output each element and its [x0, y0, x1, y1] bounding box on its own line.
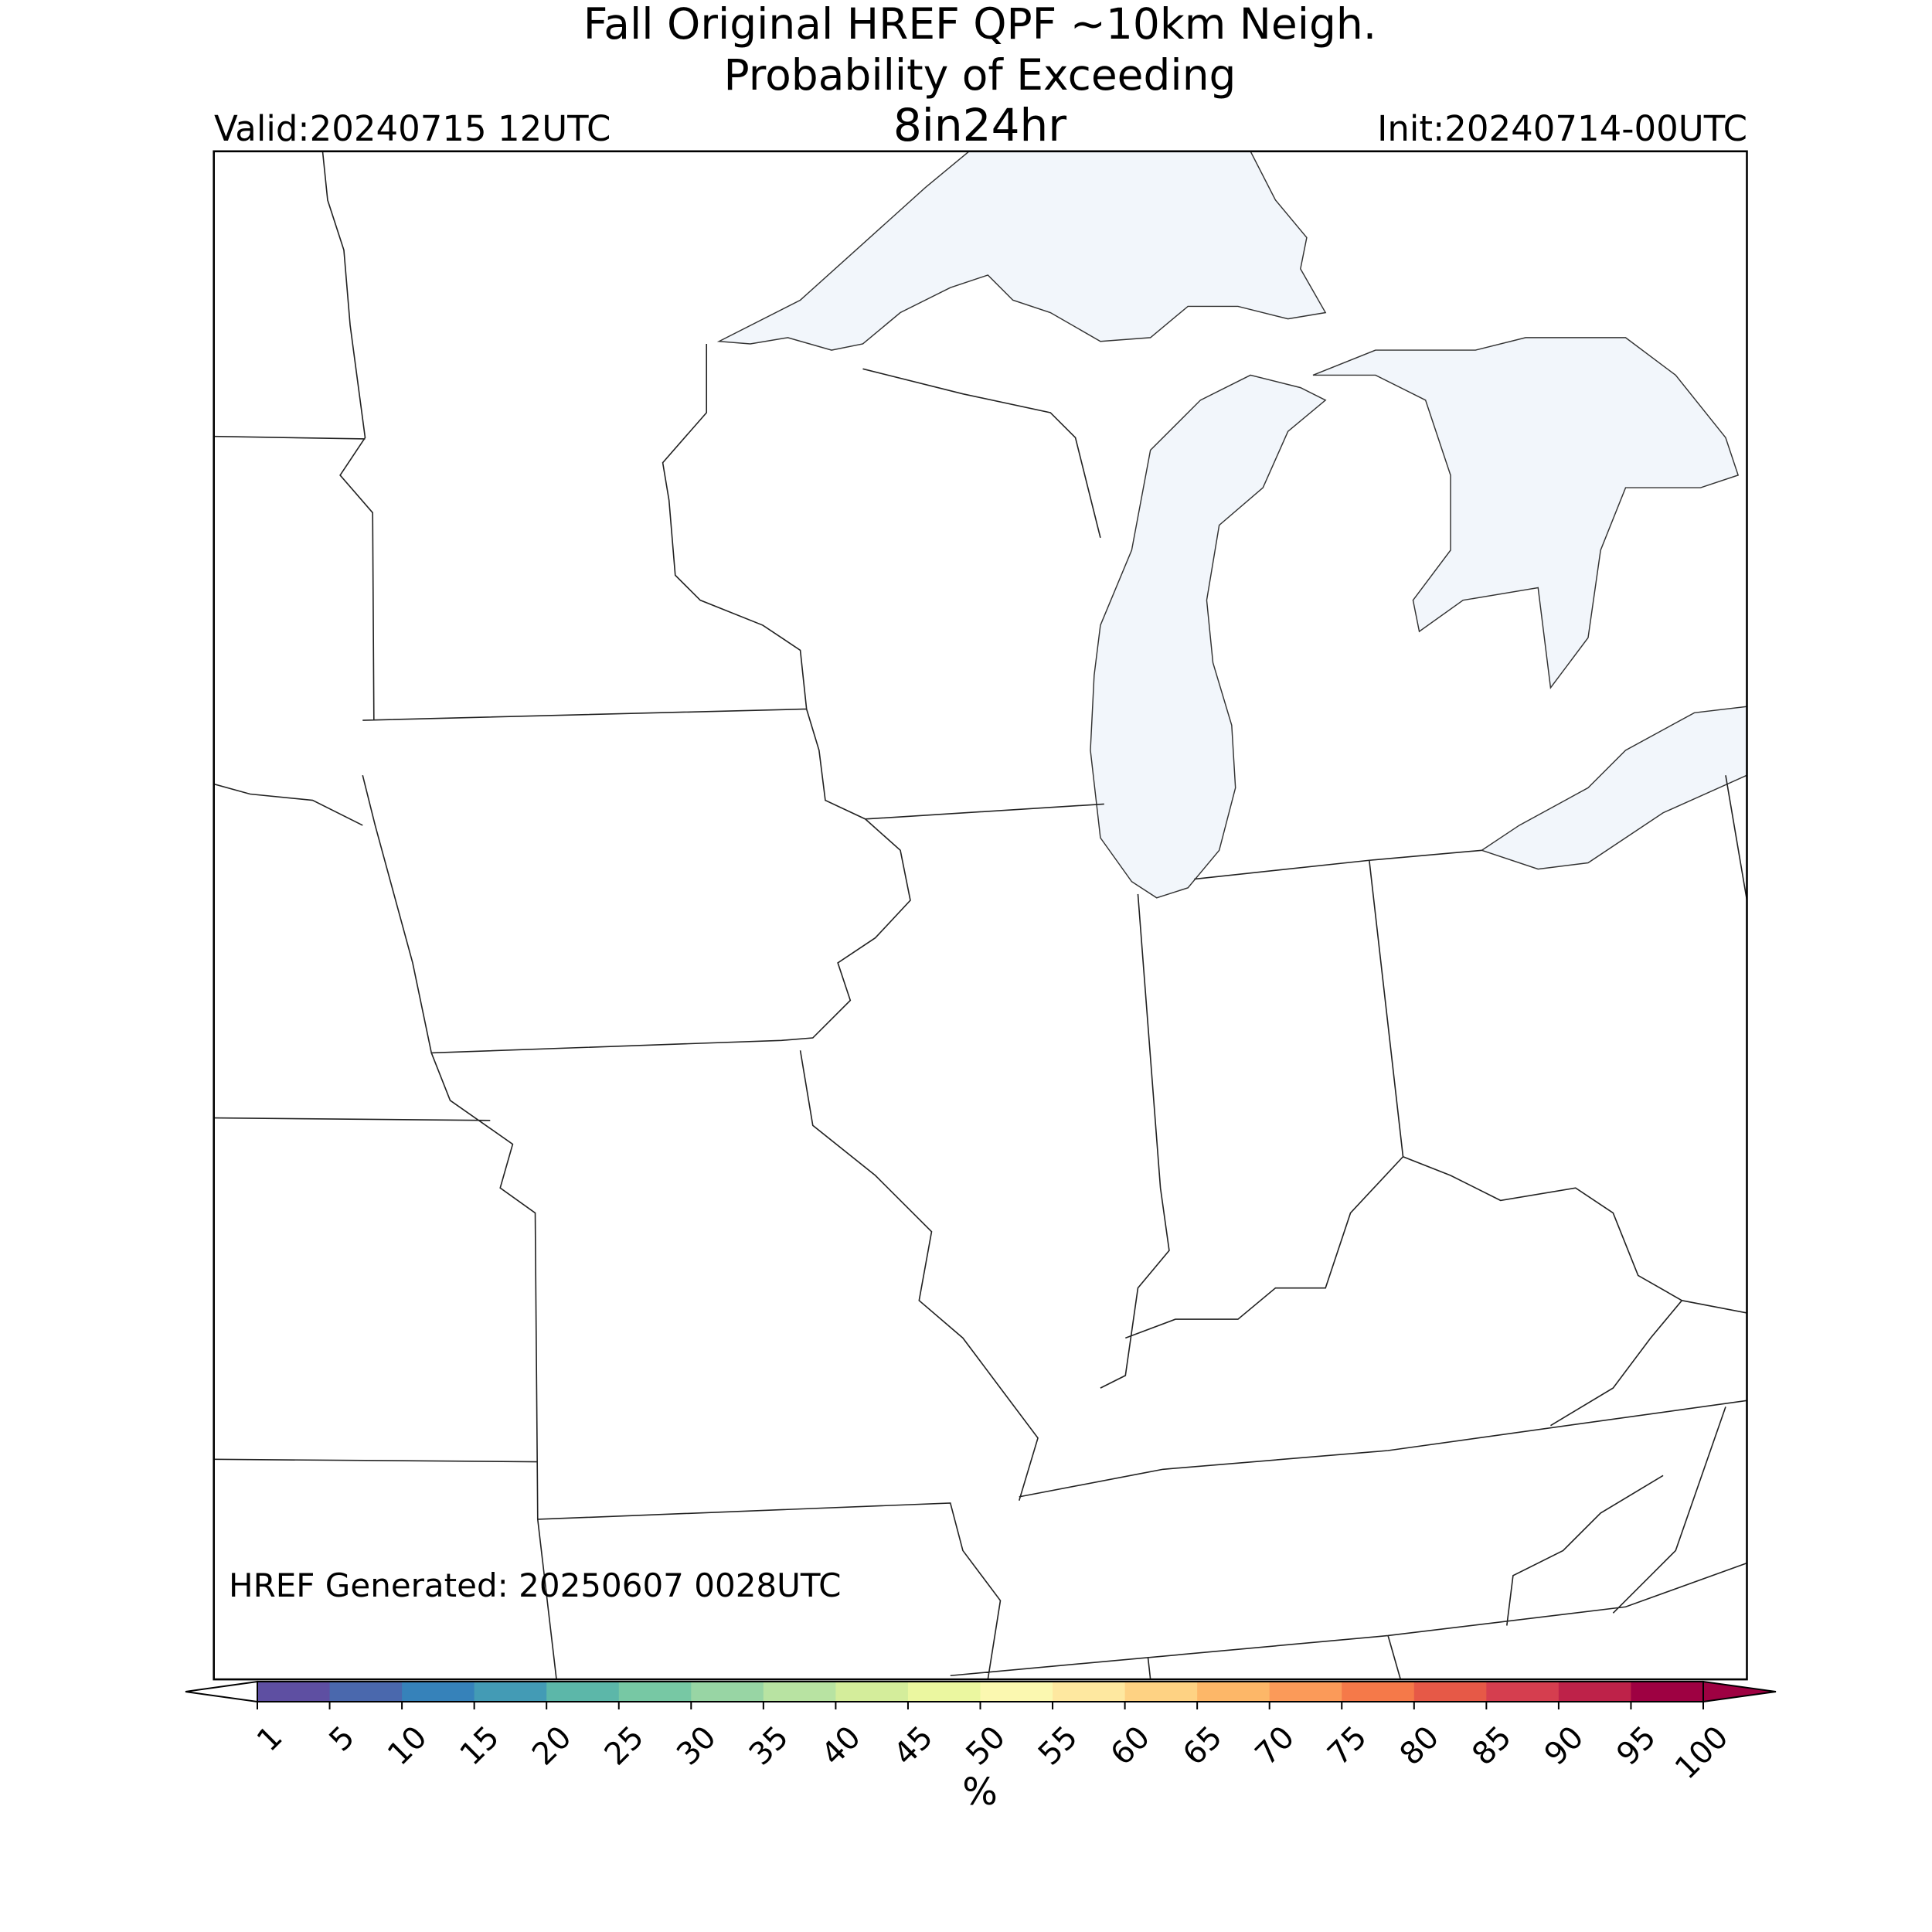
colorbar-segment: [1269, 1682, 1342, 1702]
colorbar-segment: [980, 1682, 1053, 1702]
map: [213, 150, 1748, 1681]
colorbar-segment: [257, 1682, 331, 1702]
colorbar-label: %: [962, 1770, 998, 1814]
colorbar-segment: [1558, 1682, 1631, 1702]
colorbar-segment: [1053, 1682, 1126, 1702]
colorbar-segment: [763, 1682, 836, 1702]
colorbar-segment: [1197, 1682, 1270, 1702]
colorbar-segment: [329, 1682, 403, 1702]
colorbar-segment: [1124, 1682, 1198, 1702]
lake-superior: [716, 151, 1327, 351]
colorbar-segment: [835, 1682, 909, 1702]
colorbar-segment: [402, 1682, 475, 1702]
title: 8in24hr: [893, 99, 1066, 151]
footer-note: HREF Generated: 20250607 0028UTC: [229, 1566, 841, 1604]
init-time: Init:20240714-00UTC: [1377, 108, 1747, 149]
colorbar-segment: [907, 1682, 981, 1702]
title: Probability of Exceeding: [724, 50, 1236, 100]
colorbar-segment: [618, 1682, 692, 1702]
colorbar-segment: [1413, 1682, 1487, 1702]
colorbar-segment: [691, 1682, 764, 1702]
colorbar-segment: [1631, 1682, 1704, 1702]
colorbar-segment: [1342, 1682, 1415, 1702]
lake-huron: [1312, 337, 1740, 689]
colorbar-segment: [1486, 1682, 1560, 1702]
title: Fall Original HREF QPF ~10km Neigh.: [583, 0, 1377, 49]
state-lines: [213, 151, 1747, 1680]
colorbar-segment: [474, 1682, 547, 1702]
map-frame: [213, 150, 1748, 1681]
lake-erie: [1480, 706, 1747, 870]
colorbar-segment: [546, 1682, 620, 1702]
valid-time: Valid:20240715 12UTC: [214, 108, 611, 149]
lake-michigan: [1090, 374, 1327, 899]
